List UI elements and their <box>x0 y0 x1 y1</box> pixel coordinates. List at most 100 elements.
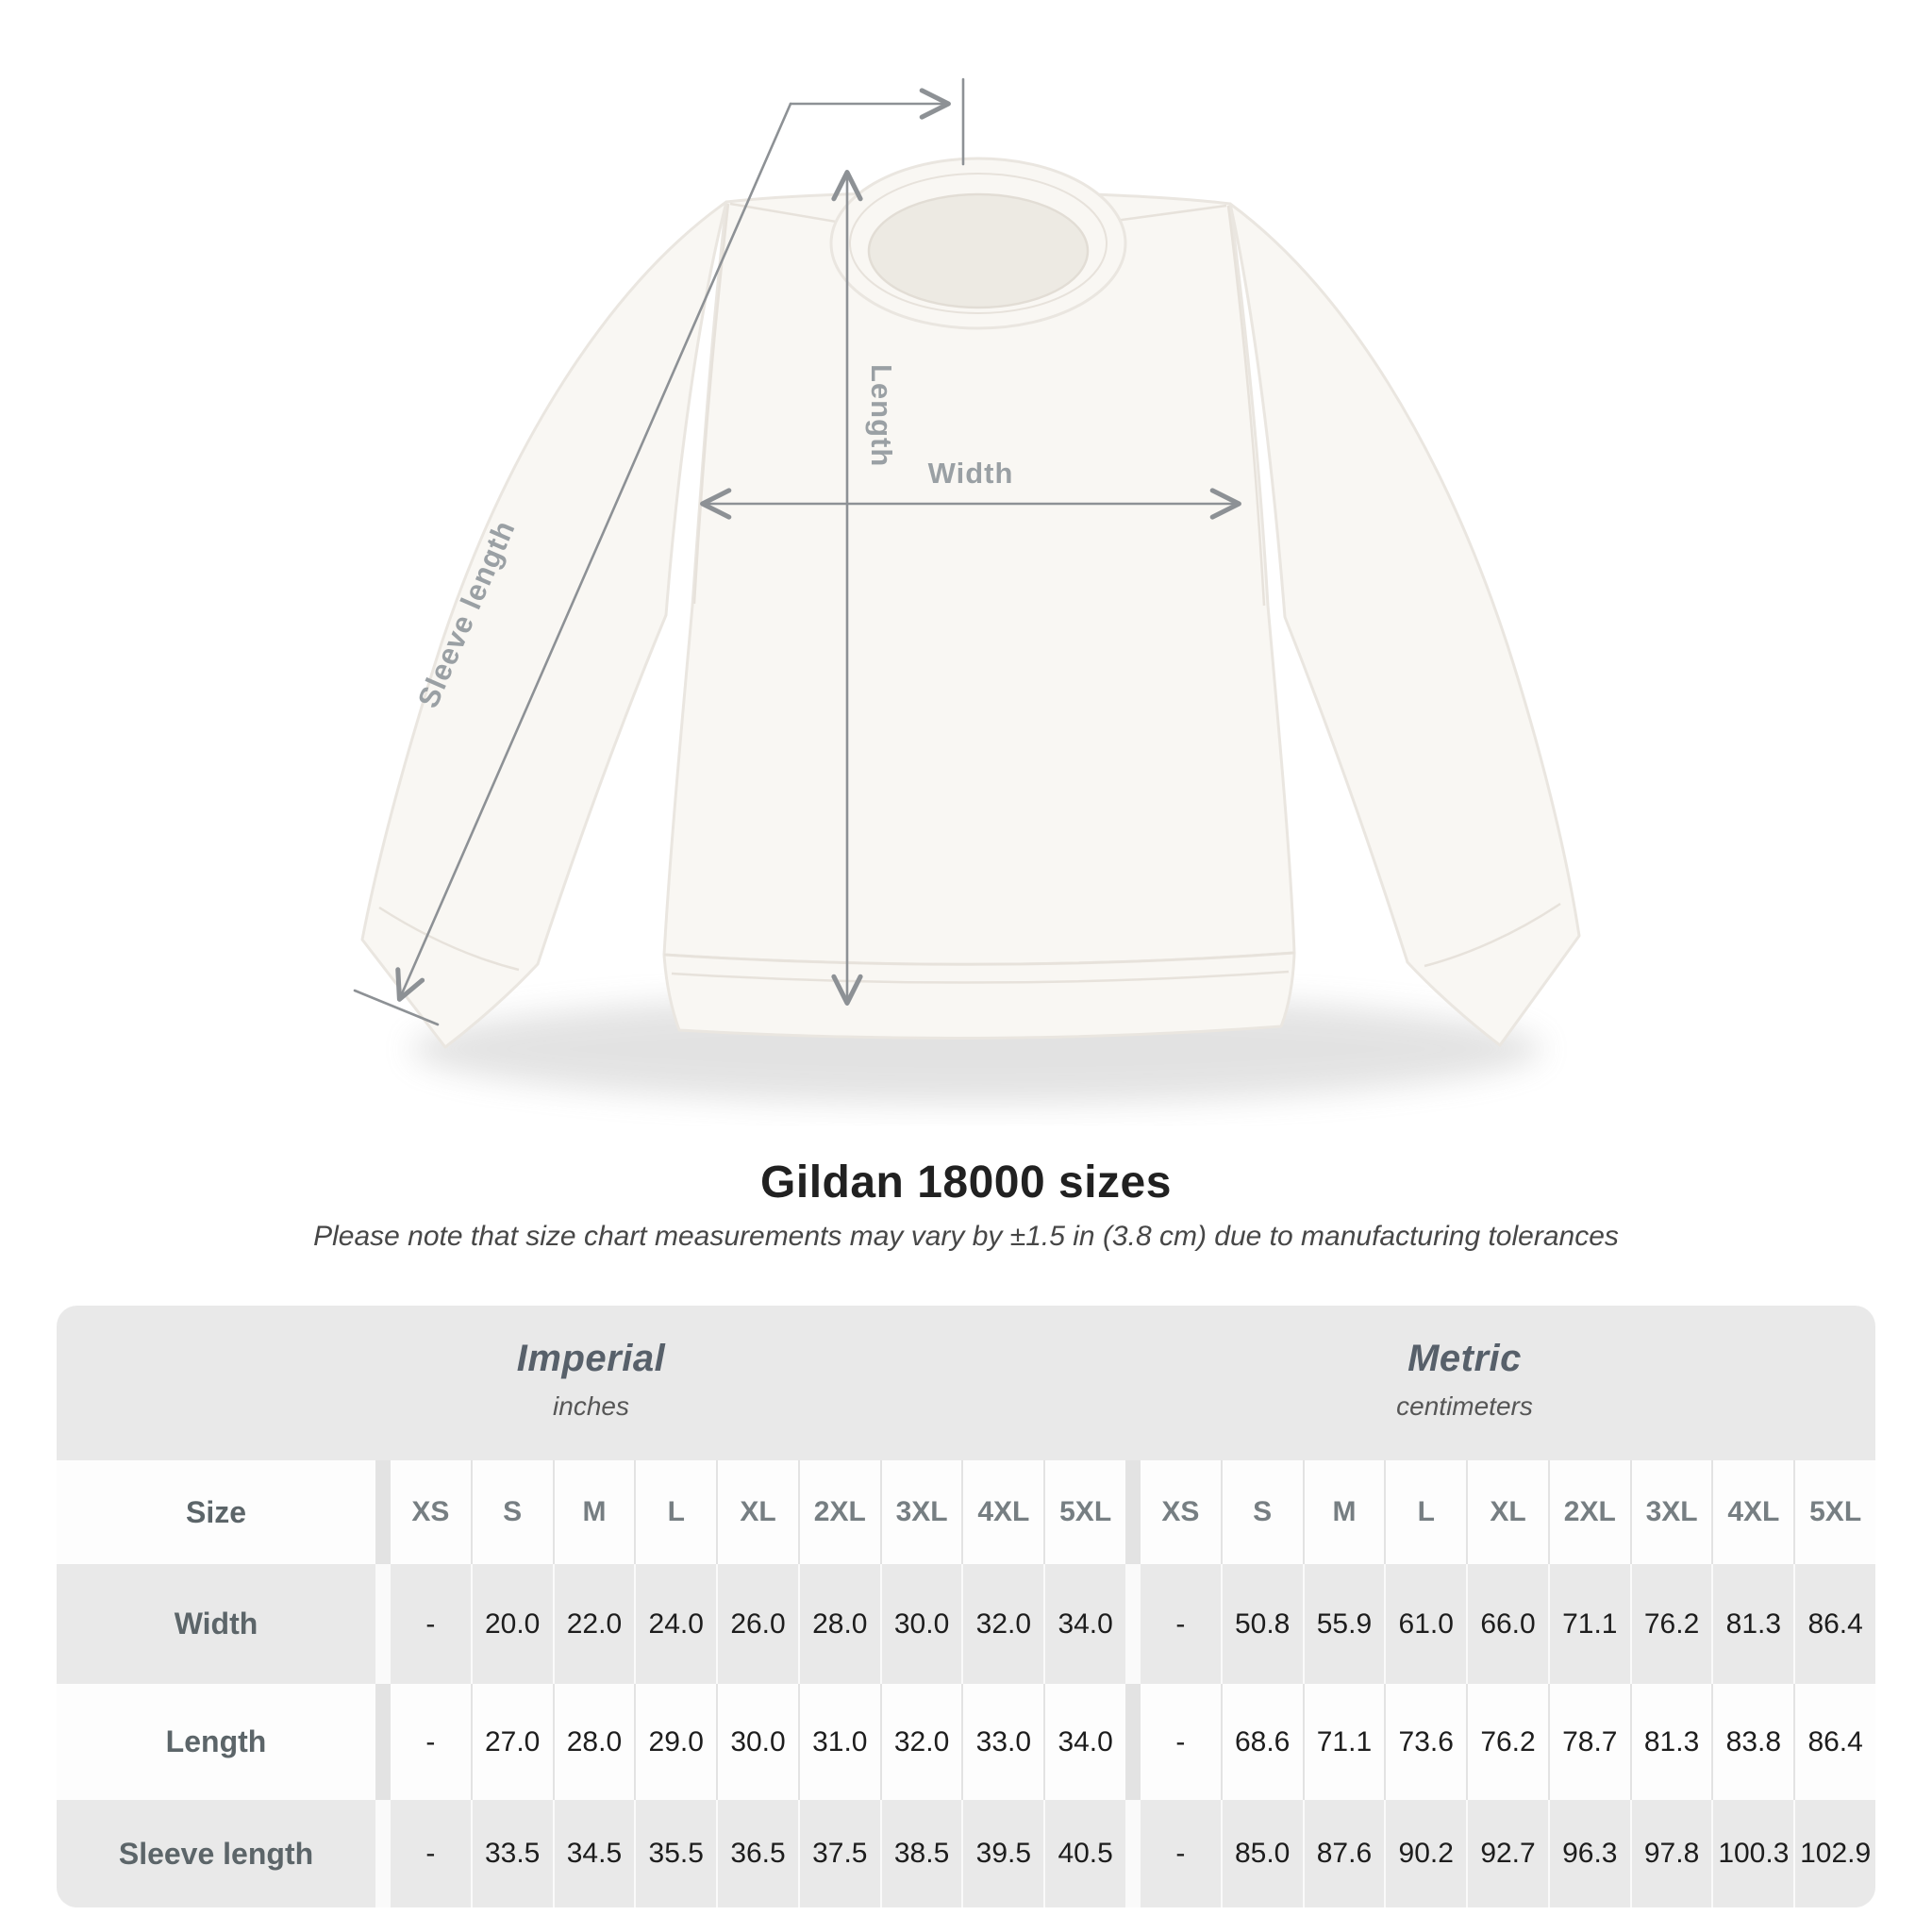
table-row-sleeve-length: Sleeve length -33.5 34.5 35.5 36.5 37.5 38.5 3… <box>57 1800 1875 1907</box>
table-cell: 87.6 <box>1302 1800 1385 1907</box>
table-cell: 33.0 <box>961 1684 1043 1800</box>
table-cell: 81.3 <box>1629 1684 1712 1800</box>
table-cell: 22.0 <box>552 1564 635 1684</box>
metric-size-headers: XS S M L XL 2XL 3XL 4XL 5XL <box>1139 1460 1875 1564</box>
table-cell: 34.0 <box>1043 1684 1125 1800</box>
table-cell: 102.9 <box>1793 1800 1875 1907</box>
table-cell: 86.4 <box>1793 1564 1875 1684</box>
table-cell: 86.4 <box>1793 1684 1875 1800</box>
table-cell: 34.5 <box>552 1800 635 1907</box>
table-cell: - <box>389 1564 471 1684</box>
collar-opening <box>867 192 1090 309</box>
table-cell: 30.0 <box>716 1684 798 1800</box>
table-cell: 34.0 <box>1043 1564 1125 1684</box>
table-cell: 81.3 <box>1711 1564 1793 1684</box>
length-label: Length <box>865 364 898 467</box>
table-cell: - <box>1139 1800 1221 1907</box>
sleeve-length-end-tick <box>353 989 440 1026</box>
size-header-row: Size XS S M L XL 2XL 3XL 4XL 5XL XS S M L XL 2XL 3XL 4X… <box>57 1460 1875 1564</box>
sweatshirt-waistband <box>662 951 1296 1041</box>
table-cell: 32.0 <box>961 1564 1043 1684</box>
table-cell: 31.0 <box>797 1684 880 1800</box>
table-cell: 20.0 <box>470 1564 553 1684</box>
size-col-header: M <box>552 1460 635 1564</box>
table-cell: 24.0 <box>634 1564 716 1684</box>
table-cell: 28.0 <box>797 1564 880 1684</box>
table-cell: 85.0 <box>1220 1800 1303 1907</box>
table-cell: 71.1 <box>1547 1564 1630 1684</box>
size-col-header: 2XL <box>797 1460 880 1564</box>
size-col-header: L <box>1384 1460 1466 1564</box>
table-cell: 90.2 <box>1384 1800 1466 1907</box>
table-cell: 40.5 <box>1043 1800 1125 1907</box>
size-col-header: XS <box>1139 1460 1221 1564</box>
seam-lines <box>378 202 1561 984</box>
table-cell: 76.2 <box>1466 1684 1548 1800</box>
metric-unit: centimeters <box>1396 1391 1533 1421</box>
table-cell: 76.2 <box>1629 1564 1712 1684</box>
table-cell: 35.5 <box>634 1800 716 1907</box>
size-col-header: 5XL <box>1043 1460 1125 1564</box>
table-cell: 39.5 <box>961 1800 1043 1907</box>
table-cell: - <box>389 1800 471 1907</box>
imperial-header: Imperial inches <box>57 1306 1125 1460</box>
table-cell: 96.3 <box>1547 1800 1630 1907</box>
table-cell: 61.0 <box>1384 1564 1466 1684</box>
table-cell: 66.0 <box>1466 1564 1548 1684</box>
row-label-width: Width <box>174 1607 258 1641</box>
sweatshirt-left-sleeve <box>360 200 728 1049</box>
size-col-header: XL <box>716 1460 798 1564</box>
size-header-label: Size <box>185 1494 247 1529</box>
sleeve-length-line <box>395 102 792 1002</box>
imperial-unit: inches <box>553 1391 629 1421</box>
tolerance-note: Please note that size chart measurements… <box>313 1221 1619 1252</box>
table-row-length: Length -27.0 28.0 29.0 30.0 31.0 32.0 33.0 34.0… <box>57 1684 1875 1800</box>
metric-header: Metric centimeters <box>1139 1306 1875 1460</box>
table-cell: 36.5 <box>716 1800 798 1907</box>
table-cell: 78.7 <box>1547 1684 1630 1800</box>
table-cell: 83.8 <box>1711 1684 1793 1800</box>
measurement-lines <box>353 77 1241 1026</box>
sweatshirt-diagram: Width Length Sleeve length <box>353 77 1581 1104</box>
size-col-header: M <box>1302 1460 1385 1564</box>
table-cell: 97.8 <box>1629 1800 1712 1907</box>
sleeve-imperial-values: -33.5 34.5 35.5 36.5 37.5 38.5 39.5 40.5 <box>389 1800 1125 1907</box>
sweatshirt <box>360 157 1581 1049</box>
table-cell: - <box>1139 1684 1221 1800</box>
table-cell: 92.7 <box>1466 1800 1548 1907</box>
size-chart-table: Imperial inches Metric centimeters Size … <box>57 1306 1875 1907</box>
table-cell: 30.0 <box>879 1564 962 1684</box>
table-cell: 26.0 <box>716 1564 798 1684</box>
width-metric-values: -50.8 55.9 61.0 66.0 71.1 76.2 81.3 86.4 <box>1139 1564 1875 1684</box>
table-cell: 27.0 <box>470 1684 553 1800</box>
table-cell: 55.9 <box>1302 1564 1385 1684</box>
sleeve-metric-values: -85.0 87.6 90.2 92.7 96.3 97.8 100.3 102.9 <box>1139 1800 1875 1907</box>
size-col-header: S <box>1220 1460 1303 1564</box>
size-col-header: 3XL <box>879 1460 962 1564</box>
length-metric-values: -68.6 71.1 73.6 76.2 78.7 81.3 83.8 86.4 <box>1139 1684 1875 1800</box>
size-col-header: L <box>634 1460 716 1564</box>
table-row-width: Width -20.0 22.0 24.0 26.0 28.0 30.0 32.0 34.0 … <box>57 1564 1875 1684</box>
unit-header-band: Imperial inches Metric centimeters <box>57 1306 1875 1460</box>
table-cell: 37.5 <box>797 1800 880 1907</box>
imperial-title: Imperial <box>516 1337 666 1379</box>
table-cell: - <box>389 1684 471 1800</box>
table-cell: 68.6 <box>1220 1684 1303 1800</box>
table-cell: 73.6 <box>1384 1684 1466 1800</box>
page-title: Gildan 18000 sizes <box>760 1158 1172 1208</box>
size-col-header: XL <box>1466 1460 1548 1564</box>
width-imperial-values: -20.0 22.0 24.0 26.0 28.0 30.0 32.0 34.0 <box>389 1564 1125 1684</box>
table-cell: 33.5 <box>470 1800 553 1907</box>
table-cell: 38.5 <box>879 1800 962 1907</box>
table-cell: 50.8 <box>1220 1564 1303 1684</box>
table-cell: 28.0 <box>552 1684 635 1800</box>
table-cell: - <box>1139 1564 1221 1684</box>
imperial-size-headers: XS S M L XL 2XL 3XL 4XL 5XL <box>389 1460 1125 1564</box>
width-label: Width <box>928 457 1014 490</box>
metric-title: Metric <box>1407 1337 1522 1379</box>
length-imperial-values: -27.0 28.0 29.0 30.0 31.0 32.0 33.0 34.0 <box>389 1684 1125 1800</box>
table-cell: 100.3 <box>1711 1800 1793 1907</box>
sweatshirt-right-sleeve <box>1228 202 1581 1047</box>
size-col-header: 3XL <box>1629 1460 1712 1564</box>
